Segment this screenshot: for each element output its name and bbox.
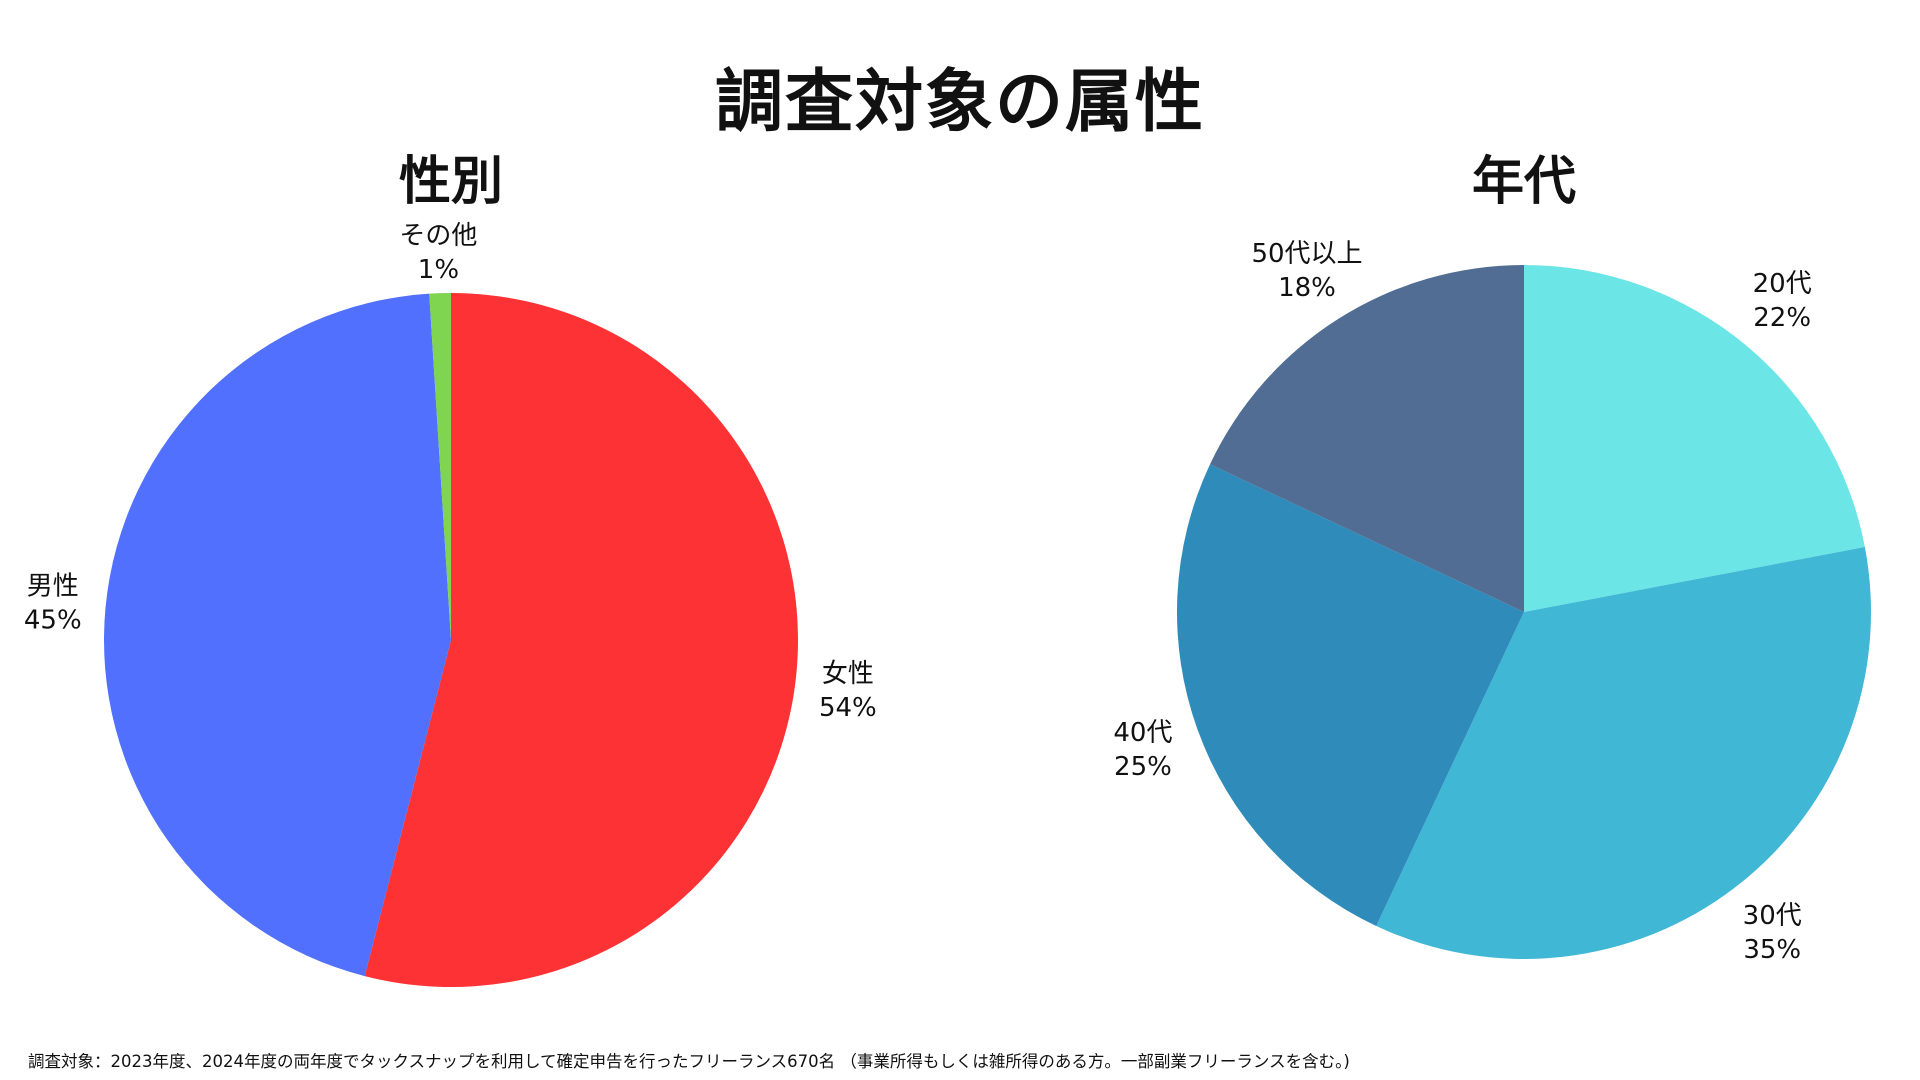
age-slice-2 [1177,464,1524,926]
age-slice-label-1: 30代 35% [1743,901,1802,965]
gender-slice-1 [104,293,451,977]
gender-chart-title: 性別 [399,152,503,212]
gender-slice-label-1: 男性 45% [24,571,82,635]
gender-slice-2 [429,293,451,640]
age-slice-label-3: 50代以上 18% [1251,239,1362,303]
age-slice-label-2: 40代 25% [1113,718,1172,782]
age-labels: 20代 22% 30代 35% 40代 25% 50代以上 18% [1113,239,1811,965]
gender-slice-0 [364,293,799,988]
gender-slice-label-0: 女性 54% [819,659,877,723]
gender-slices [104,293,799,988]
gender-pie-chart: 性別 女性 54% 男性 45% その他 1% [24,152,877,988]
age-pie-chart: 年代 20代 22% 30代 35% 40代 25% 50代以上 18% [1113,152,1871,965]
age-slice-label-0: 20代 22% [1753,269,1812,333]
gender-slice-label-2: その他 1% [399,221,477,285]
age-slice-0 [1524,265,1865,612]
age-chart-title: 年代 [1472,152,1576,212]
age-slices [1177,265,1871,959]
gender-labels: 女性 54% 男性 45% その他 1% [24,221,877,723]
page-title: 調査対象の属性 [714,63,1205,142]
age-slice-1 [1376,546,1871,959]
footnote: 調査対象：2023年度、2024年度の両年度でタックスナップを利用して確定申告を… [28,1052,1350,1071]
age-slice-3 [1210,265,1524,612]
